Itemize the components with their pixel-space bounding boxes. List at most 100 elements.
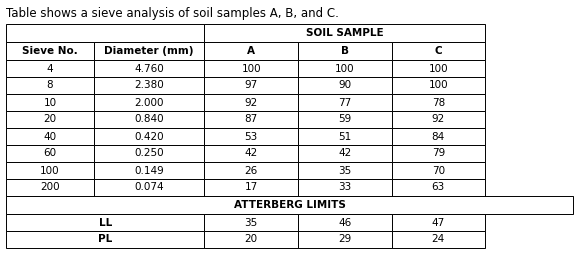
Text: Table shows a sieve analysis of soil samples A, B, and C.: Table shows a sieve analysis of soil sam… (6, 7, 339, 19)
Bar (204, 24, 485, 42)
Text: 92: 92 (244, 98, 258, 108)
Text: 17: 17 (244, 183, 258, 193)
Bar (6, 214, 204, 231)
Text: 26: 26 (244, 165, 258, 175)
Bar (391, 42, 485, 60)
Text: 90: 90 (338, 80, 351, 90)
Text: 100: 100 (335, 63, 354, 73)
Text: A: A (247, 46, 255, 56)
Bar (298, 60, 391, 77)
Text: SOIL SAMPLE: SOIL SAMPLE (306, 28, 384, 38)
Text: 92: 92 (432, 114, 445, 124)
Text: 78: 78 (432, 98, 445, 108)
Text: 35: 35 (338, 165, 351, 175)
Text: 0.420: 0.420 (134, 132, 164, 141)
Text: 59: 59 (338, 114, 351, 124)
Bar (204, 145, 298, 162)
Bar (6, 145, 94, 162)
Bar (6, 128, 94, 145)
Bar (391, 214, 485, 231)
Text: 47: 47 (432, 218, 445, 227)
Text: 4: 4 (47, 63, 53, 73)
Text: 79: 79 (432, 149, 445, 159)
Text: ATTERBERG LIMITS: ATTERBERG LIMITS (233, 200, 346, 210)
Text: 77: 77 (338, 98, 351, 108)
Text: 2.380: 2.380 (134, 80, 164, 90)
Bar (204, 214, 298, 231)
Bar (6, 24, 204, 42)
Bar (298, 214, 391, 231)
Bar (94, 111, 204, 128)
Bar (391, 77, 485, 94)
Text: 35: 35 (244, 218, 258, 227)
Text: 53: 53 (244, 132, 258, 141)
Text: 200: 200 (40, 183, 60, 193)
Bar (6, 162, 94, 179)
Text: 0.149: 0.149 (134, 165, 164, 175)
Text: 4.760: 4.760 (134, 63, 164, 73)
Bar (6, 179, 94, 196)
Bar (6, 77, 94, 94)
Bar (204, 111, 298, 128)
Bar (298, 94, 391, 111)
Bar (298, 128, 391, 145)
Bar (391, 128, 485, 145)
Text: 87: 87 (244, 114, 258, 124)
Text: 100: 100 (40, 165, 60, 175)
Text: 100: 100 (428, 63, 448, 73)
Text: 46: 46 (338, 218, 351, 227)
Text: 29: 29 (338, 235, 351, 245)
Bar (6, 231, 204, 248)
Bar (298, 231, 391, 248)
Bar (391, 60, 485, 77)
Text: 10: 10 (43, 98, 57, 108)
Text: 2.000: 2.000 (134, 98, 164, 108)
Text: 20: 20 (43, 114, 57, 124)
Bar (94, 145, 204, 162)
Bar (298, 42, 391, 60)
Bar (204, 179, 298, 196)
Bar (6, 111, 94, 128)
Bar (6, 94, 94, 111)
Bar (6, 60, 94, 77)
Text: 42: 42 (244, 149, 258, 159)
Text: 20: 20 (245, 235, 258, 245)
Bar (204, 231, 298, 248)
Text: 0.074: 0.074 (134, 183, 164, 193)
Bar (298, 179, 391, 196)
Bar (94, 60, 204, 77)
Text: 100: 100 (241, 63, 261, 73)
Text: Diameter (mm): Diameter (mm) (104, 46, 194, 56)
Bar (298, 111, 391, 128)
Bar (204, 94, 298, 111)
Bar (94, 77, 204, 94)
Text: C: C (434, 46, 442, 56)
Text: 70: 70 (432, 165, 445, 175)
Bar (391, 231, 485, 248)
Text: LL: LL (98, 218, 112, 227)
Text: 24: 24 (432, 235, 445, 245)
Text: 60: 60 (43, 149, 57, 159)
Text: 40: 40 (43, 132, 57, 141)
Text: PL: PL (98, 235, 112, 245)
Bar (204, 60, 298, 77)
Bar (94, 94, 204, 111)
Bar (94, 42, 204, 60)
Text: 33: 33 (338, 183, 351, 193)
Text: 97: 97 (244, 80, 258, 90)
Text: 51: 51 (338, 132, 351, 141)
Bar (391, 145, 485, 162)
Text: 8: 8 (47, 80, 53, 90)
Text: 0.840: 0.840 (134, 114, 164, 124)
Bar (94, 128, 204, 145)
Text: 100: 100 (428, 80, 448, 90)
Text: 63: 63 (432, 183, 445, 193)
Text: 0.250: 0.250 (134, 149, 164, 159)
Text: B: B (341, 46, 349, 56)
Text: 42: 42 (338, 149, 351, 159)
Bar (391, 94, 485, 111)
Bar (391, 162, 485, 179)
Text: Sieve No.: Sieve No. (22, 46, 78, 56)
Bar (298, 77, 391, 94)
Bar (204, 42, 298, 60)
